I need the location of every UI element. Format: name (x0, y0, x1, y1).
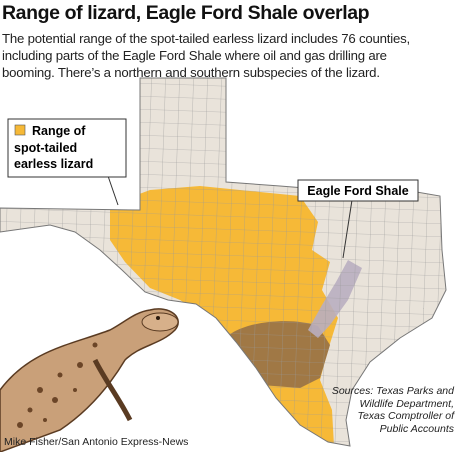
sources-line: Public Accounts (379, 422, 454, 435)
sources-line: Sources: Texas Parks and (331, 385, 454, 397)
description: The potential range of the spot-tailed e… (2, 30, 410, 81)
legend-label: Range of (32, 124, 86, 138)
callout: Eagle Ford Shale (297, 179, 419, 259)
sources-line: Wildlife Department, (359, 397, 454, 410)
description-line: The potential range of the spot-tailed e… (2, 31, 410, 46)
sources: Sources: Texas Parks and Wildlife Depart… (332, 385, 454, 435)
lizard (0, 308, 179, 452)
callout-label: Eagle Ford Shale (307, 184, 408, 198)
legend-label: spot-tailed (14, 141, 77, 155)
description-line: including parts of the Eagle Ford Shale … (2, 48, 387, 63)
sources-line: Texas Comptroller of (357, 410, 454, 422)
description-line: booming. There’s a northern and southern… (2, 65, 380, 80)
credit: Mike Fisher/San Antonio Express-News (4, 436, 189, 448)
legend-label: earless lizard (14, 157, 93, 171)
legend: Range of spot-tailed earless lizard (7, 118, 127, 206)
title: Range of lizard, Eagle Ford Shale overla… (2, 2, 370, 24)
